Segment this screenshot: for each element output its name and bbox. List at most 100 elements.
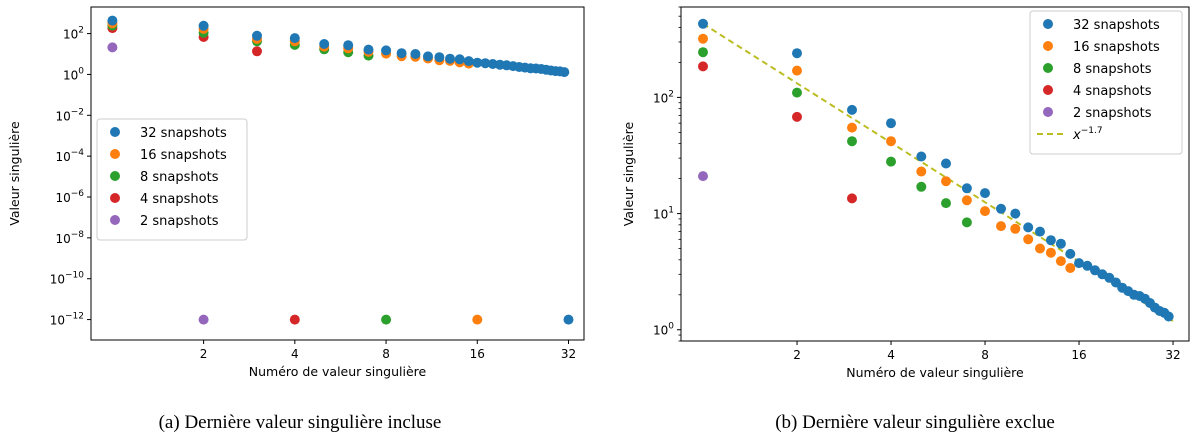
y-tick-label: 102: [653, 89, 674, 105]
fit-label-base: x: [1072, 128, 1081, 143]
x-tick-label: 16: [1071, 348, 1086, 362]
x-tick-label: 2: [200, 347, 208, 361]
y-tick-base: 10: [55, 109, 70, 123]
y-tick-exponent: 2: [668, 89, 674, 99]
data-point: [454, 54, 465, 65]
plot-frame: [680, 6, 1190, 342]
y-tick-label: 10−6: [55, 189, 84, 205]
y-tick-base: 10: [55, 232, 70, 246]
x-tick-label: 8: [981, 348, 989, 362]
series-32-snapshots: [698, 18, 1174, 322]
legend-label: 2 snapshots: [1073, 106, 1152, 121]
legend-label: 4 snapshots: [140, 192, 219, 207]
y-tick-exponent: −8: [71, 230, 85, 240]
fit-label-exponent: −1.7: [1081, 126, 1103, 136]
figure-caption: (b) Dernière valeur singulière exclue: [775, 412, 1055, 433]
data-point: [916, 151, 927, 162]
data-point: [980, 206, 990, 217]
legend-label: 16 snapshots: [1073, 40, 1160, 55]
x-tick-label: 32: [561, 347, 576, 361]
data-point: [423, 51, 433, 62]
data-point: [792, 48, 802, 59]
data-point: [480, 58, 491, 69]
data-point: [381, 314, 392, 325]
legend-label: 8 snapshots: [1073, 62, 1152, 77]
data-point: [1045, 235, 1056, 246]
series-2-snapshots: [107, 42, 209, 325]
data-point: [1055, 256, 1066, 267]
data-point: [1010, 208, 1021, 219]
legend-marker: [1043, 85, 1053, 95]
y-tick-base: 10: [653, 208, 668, 222]
legend-label: 8 snapshots: [140, 170, 219, 185]
legend-frame: [96, 118, 248, 241]
y-tick-exponent: 0: [78, 66, 84, 76]
series-32-snapshots: [107, 15, 574, 325]
y-tick-base: 10: [55, 150, 70, 164]
plot-frame: [90, 6, 585, 341]
data-point: [559, 67, 570, 78]
legend-marker: [1043, 63, 1053, 73]
data-point: [847, 122, 857, 133]
y-tick-base: 10: [653, 324, 668, 338]
data-point: [1074, 258, 1084, 269]
data-point: [1163, 311, 1174, 322]
y-tick-exponent: 2: [78, 26, 84, 36]
data-point: [445, 53, 455, 64]
y-tick-exponent: −6: [71, 189, 85, 199]
data-point: [1010, 223, 1021, 234]
data-point: [410, 49, 421, 59]
data-point: [1035, 243, 1045, 254]
y-tick-base: 10: [50, 273, 65, 287]
data-point: [198, 314, 209, 325]
data-point: [961, 183, 972, 194]
data-point: [886, 156, 896, 167]
data-point: [1082, 260, 1093, 271]
legend: 32 snapshots 16 snapshots 8 snapshots 4 sna…: [96, 118, 248, 241]
y-axis-label: Valeur singulière: [621, 121, 636, 226]
data-point: [198, 20, 209, 31]
data-point: [886, 136, 896, 147]
legend-marker: [110, 215, 120, 225]
figure-caption: (a) Dernière valeur singulière incluse: [159, 412, 442, 433]
series-2-snapshots: [698, 171, 708, 182]
y-tick-exponent: −4: [71, 148, 85, 158]
data-point: [1023, 234, 1034, 245]
data-point: [107, 15, 118, 26]
x-axis-label: Numéro de valeur singulière: [249, 364, 427, 379]
data-point: [107, 42, 118, 53]
y-tick-label: 100: [63, 66, 84, 82]
data-point: [381, 45, 392, 56]
data-point: [319, 39, 330, 49]
data-point: [996, 203, 1006, 214]
data-point: [996, 221, 1006, 232]
legend-label: 4 snapshots: [1073, 84, 1152, 99]
x-tick-label: 4: [291, 347, 299, 361]
series-16-snapshots: [698, 33, 1076, 273]
data-point: [792, 87, 802, 98]
data-point: [961, 217, 972, 228]
data-point: [463, 56, 474, 67]
data-point: [472, 57, 483, 68]
y-tick-label: 10−8: [55, 230, 84, 246]
data-point: [792, 111, 802, 122]
data-point: [252, 46, 262, 57]
y-tick-exponent: −10: [65, 271, 84, 281]
data-point: [980, 188, 990, 199]
data-point: [698, 33, 708, 44]
data-point: [698, 171, 708, 182]
y-tick-base: 10: [63, 28, 78, 42]
data-point: [1065, 263, 1076, 273]
data-point: [916, 166, 927, 177]
legend-label: 16 snapshots: [140, 148, 227, 163]
x-axis-label: Numéro de valeur singulière: [846, 365, 1024, 380]
y-tick-label: 100: [653, 322, 674, 338]
y-tick-exponent: −2: [71, 107, 84, 117]
legend-marker: [110, 127, 120, 137]
legend-frame: [1029, 10, 1183, 155]
data-point: [847, 136, 857, 147]
y-tick-label: 10−4: [55, 148, 84, 164]
chart-panel-a: 2 4 8 16 3210−1210−1010−810−610−410−2100102N…: [7, 6, 585, 433]
y-tick-label: 10−12: [50, 312, 84, 328]
